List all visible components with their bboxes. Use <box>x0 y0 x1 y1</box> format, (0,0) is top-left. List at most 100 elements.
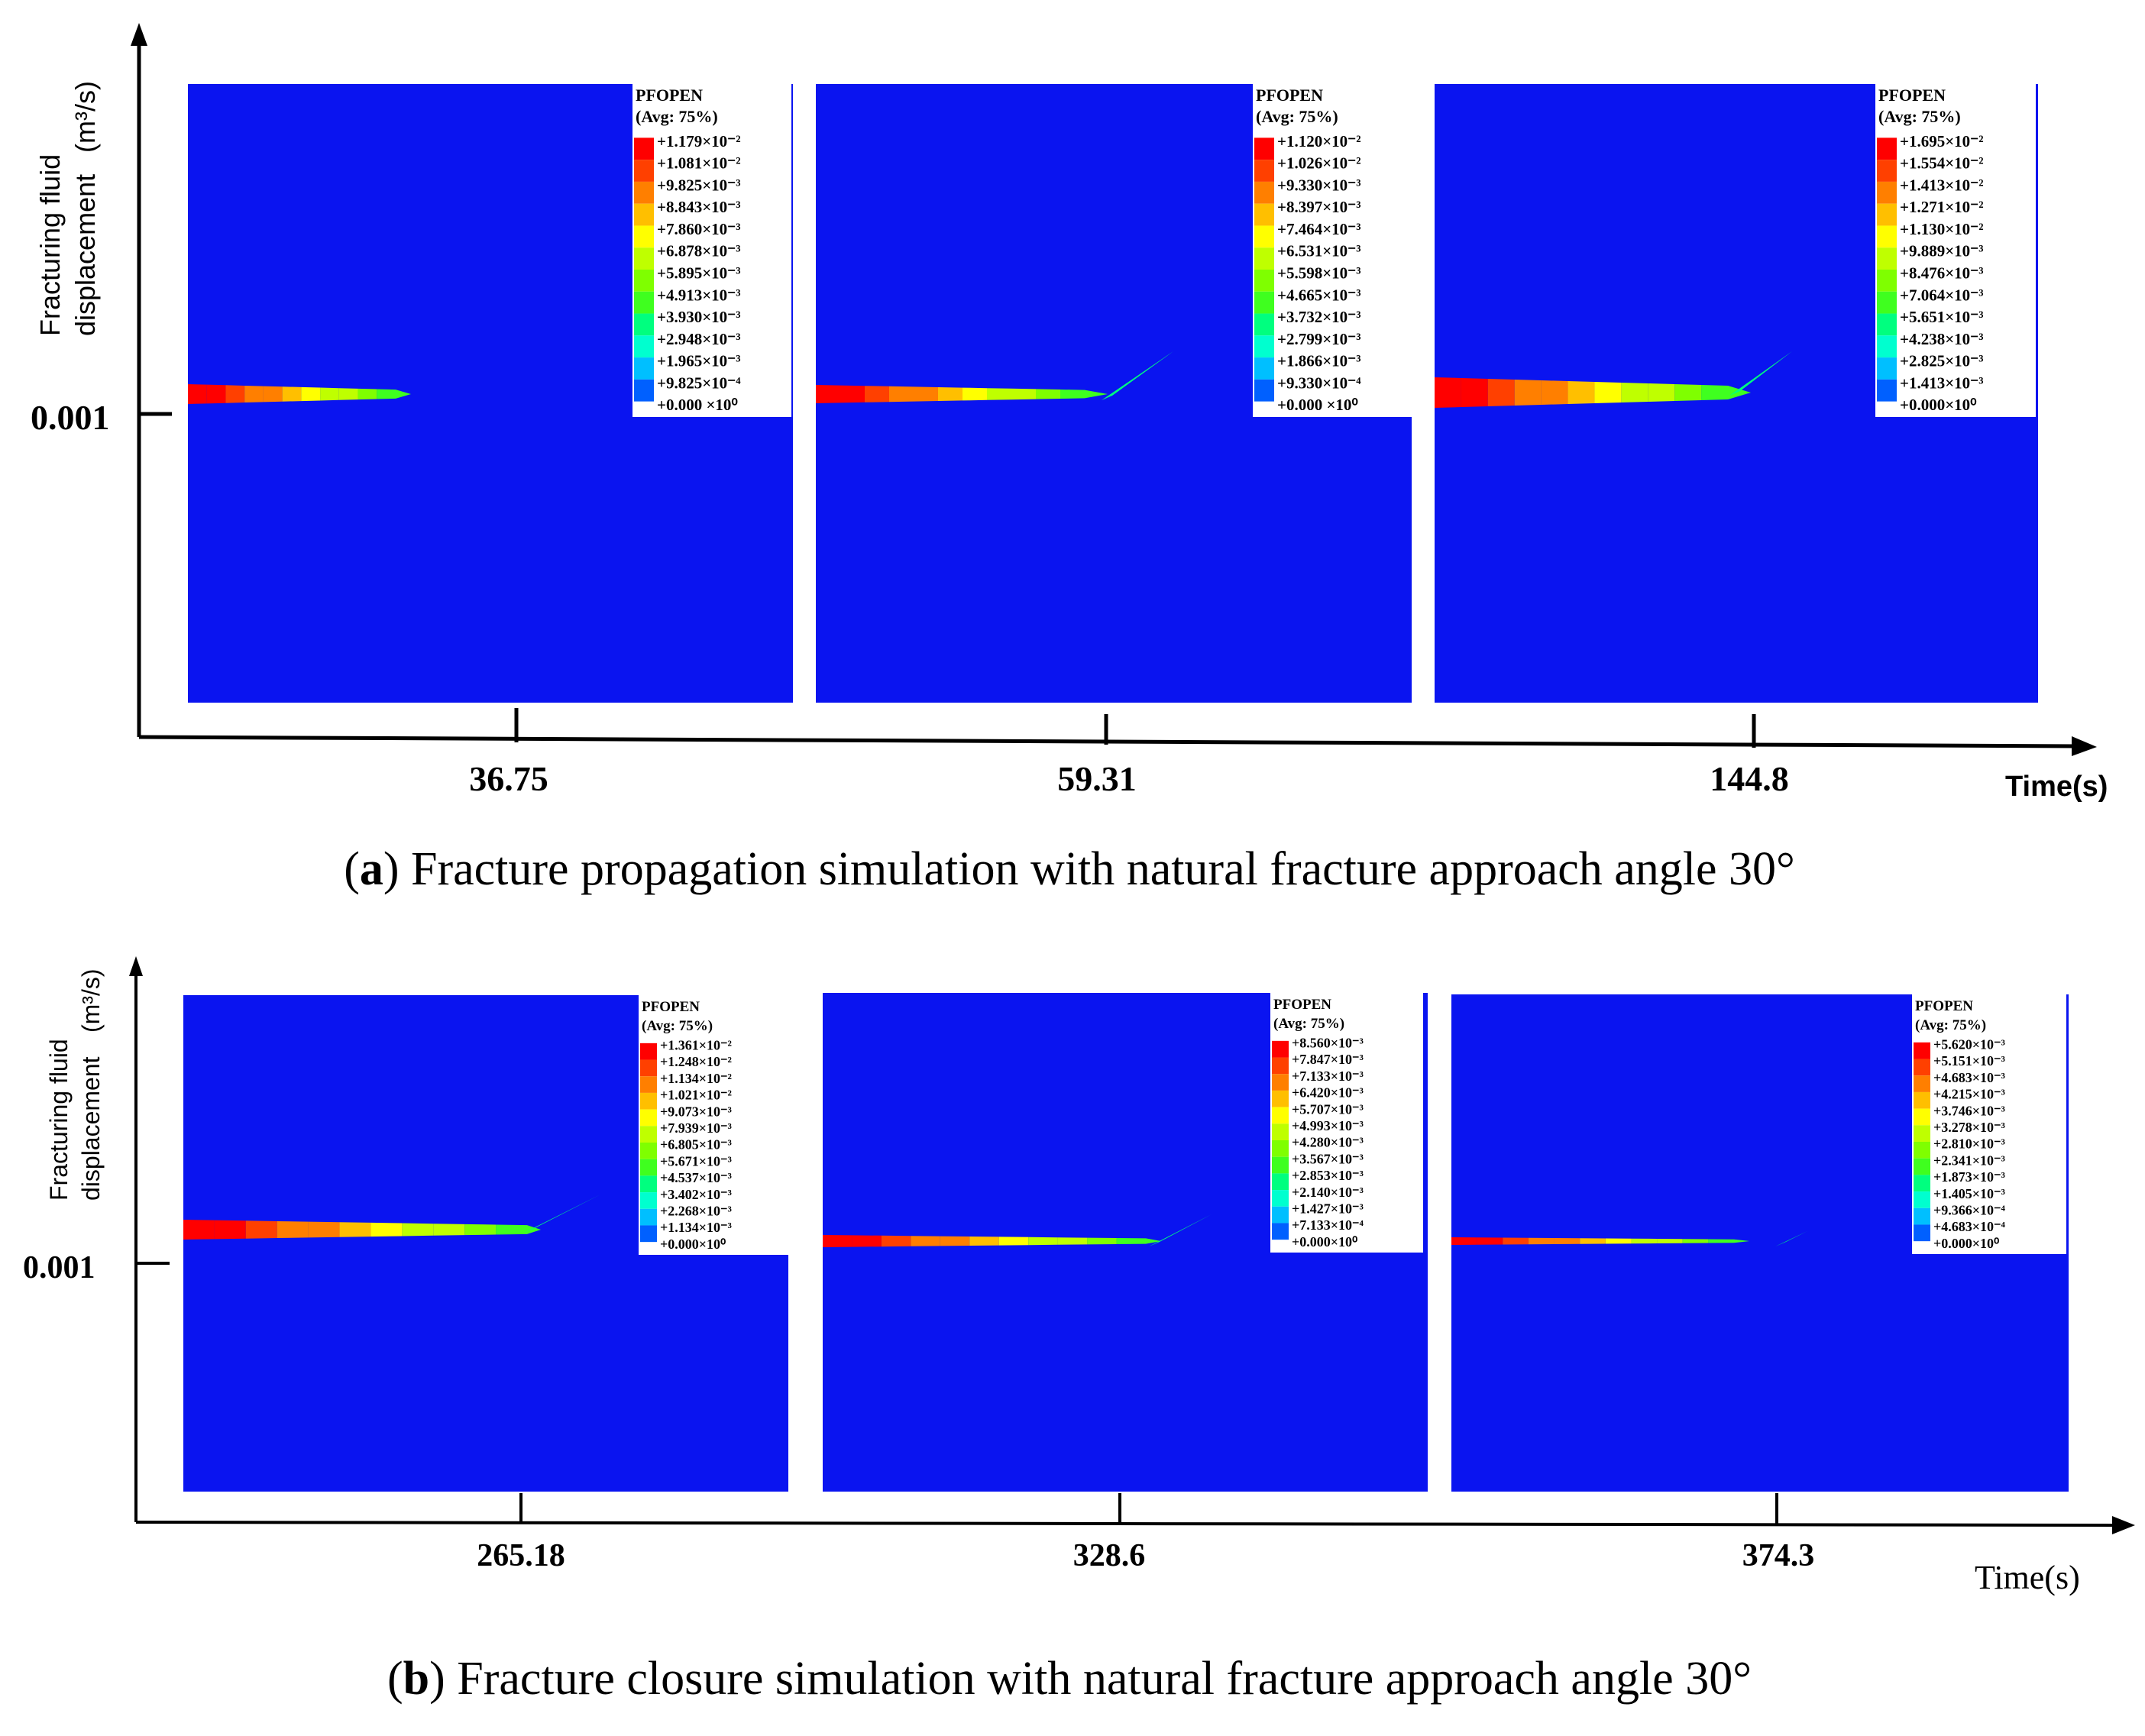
panel-b-frame-1-crack-segment <box>183 1220 215 1240</box>
panel-b-frame-3-legend-value: +0.000×10⁰ <box>1933 1236 1999 1251</box>
panel-b-frame-2-legend-swatch <box>1272 1090 1289 1107</box>
panel-a-frame-3-legend-subtitle: (Avg: 75%) <box>1878 107 1961 126</box>
panel-a-frame-2-crack-segment <box>914 386 938 402</box>
panel-b-frame-1-legend-value: +1.248×10⁻² <box>660 1054 732 1069</box>
panel-b-frame-1-legend-value: +7.939×10⁻³ <box>660 1120 733 1136</box>
panel-b-frame-3-crack-segment <box>1451 1237 1477 1245</box>
panel-a-frame-1-legend-swatch <box>634 181 654 204</box>
panel-a-frame-2-crack-segment <box>865 386 889 402</box>
panel-b-frame-3-crack-segment <box>1708 1239 1734 1243</box>
panel-b-frame-2-legend-value: +3.567×10⁻³ <box>1292 1151 1364 1166</box>
panel-b-frame-3-crack-segment <box>1631 1238 1658 1244</box>
panel-b-x-tick-label-1: 265.18 <box>477 1538 565 1573</box>
panel-a-frame-3-legend-value: +1.554×10⁻² <box>1900 154 1984 173</box>
panel-b-frame-2-legend-subtitle: (Avg: 75%) <box>1273 1016 1344 1032</box>
panel-a-frame-1-legend-title: PFOPEN <box>636 86 703 105</box>
panel-b-frame-3-crack-segment <box>1528 1237 1555 1245</box>
panel-a-frame-1-legend-value: +9.825×10⁻³ <box>657 176 741 194</box>
panel-b-frame-1-crack-segment <box>245 1220 277 1239</box>
panel-b-frame-1-legend-swatch <box>640 1043 657 1060</box>
panel-a-frame-1-crack-segment <box>358 388 377 400</box>
panel-b-frame-2-crack-tip <box>1146 1238 1161 1244</box>
panel-a-frame-3-legend-swatch <box>1877 379 1897 402</box>
panel-b-frame-1-legend-value: +9.073×10⁻³ <box>660 1104 733 1119</box>
panel-a-frame-2-crack-segment <box>1036 389 1060 399</box>
panel-b-frame-3-legend-swatch <box>1914 1224 1930 1242</box>
panel-a-frame-2-crack-segment <box>1060 390 1085 399</box>
panel-b-frame-3-legend-value: +5.620×10⁻³ <box>1933 1037 2006 1052</box>
panel-b-frame-2-legend-swatch <box>1272 1040 1289 1058</box>
panel-a-frame-3-crack-segment <box>1648 383 1675 402</box>
panel-b-frame-3-legend-value: +3.746×10⁻³ <box>1933 1103 2006 1118</box>
panel-b-frame-3-crack-segment <box>1503 1237 1529 1245</box>
panel-b-frame-2-crack-segment <box>1028 1237 1058 1246</box>
panel-a-frame-1-legend-swatch <box>634 137 654 160</box>
panel-a-frame-3-legend-value: +9.889×10⁻³ <box>1900 242 1984 260</box>
panel-a-frame-3-natural-fracture <box>1729 351 1792 396</box>
panel-b-y-axis-arrow-icon <box>129 956 143 976</box>
panel-b-frame-3-legend-value: +2.810×10⁻³ <box>1933 1136 2006 1152</box>
panel-b-frame-2-legend-value: +7.133×10⁻³ <box>1292 1068 1364 1084</box>
panel-a-frame-3-crack-segment <box>1701 385 1728 400</box>
panel-a-frame-2-legend-value: +1.026×10⁻² <box>1277 154 1361 173</box>
panel-b-frame-2-legend-swatch <box>1272 1206 1289 1224</box>
panel-b-frame-3-legend-swatch <box>1914 1091 1930 1109</box>
panel-b-frame-1-crack-segment <box>277 1220 309 1239</box>
panel-a-frame-1-crack-segment <box>263 386 283 402</box>
panel-b-frame-3-legend-swatch <box>1914 1108 1930 1126</box>
panel-a-frame-1: PFOPEN (Avg: 75%) +1.179×10⁻² +1.081×10⁻² +9… <box>188 82 793 703</box>
panel-a-frame-3-crack-segment <box>1594 382 1622 403</box>
panel-a-frame-3-legend-swatch <box>1877 137 1897 160</box>
panel-b-frame-1-crack-segment <box>370 1222 403 1237</box>
panel-b-frame-3-legend-value: +1.405×10⁻³ <box>1933 1186 2006 1201</box>
panel-b-frame-1-legend-value: +1.361×10⁻² <box>660 1038 732 1053</box>
panel-b-frame-1-natural-fracture <box>524 1195 600 1233</box>
panel-a-frame-3-crack-segment <box>1541 380 1568 405</box>
panel-b-frame-1-crack-segment <box>464 1224 497 1236</box>
panel-b-frame-2-crack-segment <box>998 1237 1029 1246</box>
panel-a-frame-3-crack-segment <box>1461 378 1488 407</box>
panel-a-y-label-line1: Fracturing fluid <box>34 154 66 336</box>
panel-b-frame-1-legend-swatch <box>640 1109 657 1127</box>
panel-a-frame-3-legend-swatch <box>1877 357 1897 380</box>
panel-b-frame-3-legend-swatch <box>1914 1042 1930 1059</box>
panel-b-frame-1-legend-value: +1.021×10⁻² <box>660 1088 732 1103</box>
panel-a-frame-3-legend-swatch <box>1877 335 1897 358</box>
panel-b-frame-3-crack-segment <box>1682 1239 1709 1243</box>
panel-a-frame-3-crack-segment <box>1674 384 1702 401</box>
panel-a-frame-1-legend-swatch <box>634 225 654 248</box>
panel-b-frame-1-legend-value: +2.268×10⁻³ <box>660 1203 733 1218</box>
panel-a-frame-3-legend-swatch <box>1877 291 1897 314</box>
panel-b-frame-3-legend-swatch <box>1914 1191 1930 1208</box>
panel-b-frame-1-legend-swatch <box>640 1225 657 1243</box>
panel-a-frame-1-legend-value: +9.825×10⁻⁴ <box>657 373 741 392</box>
panel-b-frame-2-legend-swatch <box>1272 1173 1289 1191</box>
panel-a-frame-3-legend-value: +2.825×10⁻³ <box>1900 352 1984 370</box>
panel-a-frame-2-crack-segment <box>987 388 1011 400</box>
panel-a: 0.001 Fracturing fluid displacement (m³/… <box>31 23 2108 895</box>
panel-b-frame-3-legend-value: +1.873×10⁻³ <box>1933 1169 2006 1185</box>
panel-b-frame-1-legend-value: +3.402×10⁻³ <box>660 1187 733 1202</box>
panel-b-frame-2-crack-segment <box>881 1235 911 1247</box>
panel-b-frame-2-crack-segment <box>1116 1238 1146 1244</box>
panel-a-frame-1-legend-swatch <box>634 357 654 380</box>
panel-a-frame-2-legend-value: +2.799×10⁻³ <box>1277 330 1361 348</box>
panel-b-frame-2-crack-segment <box>969 1237 999 1246</box>
panel-b-frame-3-legend-swatch <box>1914 1059 1930 1076</box>
panel-b-frame-3-crack-segment <box>1580 1238 1606 1244</box>
panel-a-y-label-line2: displacement <box>70 174 101 336</box>
panel-a-frame-1-crack-segment <box>206 384 226 404</box>
panel-b-y-label-unit: (m³/s) <box>77 968 105 1033</box>
panel-a-frame-1-crack-segment <box>244 385 264 403</box>
panel-a-frame-3-crack-segment <box>1568 381 1595 404</box>
panel-b-frame-1-legend-value: +4.537×10⁻³ <box>660 1170 733 1185</box>
panel-b-frame-1-legend-value: +1.134×10⁻² <box>660 1071 732 1086</box>
panel-a-x-axis-arrow-icon <box>2072 736 2097 756</box>
panel-b-frame-3-legend-swatch <box>1914 1142 1930 1159</box>
panel-b-frames: PFOPEN (Avg: 75%) +1.361×10⁻²+1.248×10⁻² +1… <box>183 993 2069 1492</box>
panel-b-frame-1-legend-swatch <box>640 1059 657 1077</box>
panel-a-frame-3-crack-segment <box>1435 377 1461 408</box>
panel-b-frame-2-legend-value: +4.993×10⁻³ <box>1292 1118 1364 1133</box>
panel-a-frame-2-legend-value: +0.000 ×10⁰ <box>1277 396 1358 414</box>
panel-b-frame-2-legend-value: +8.560×10⁻³ <box>1292 1036 1364 1051</box>
